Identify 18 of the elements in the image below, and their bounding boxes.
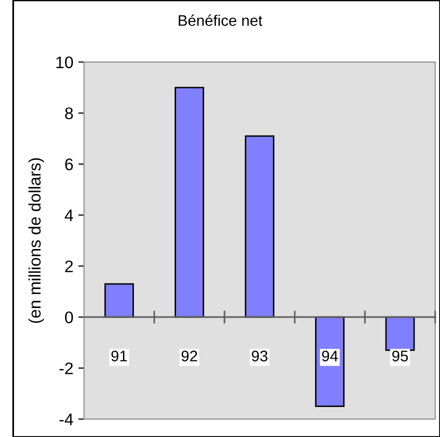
y-axis-title: (en millions de dollars) <box>28 158 44 323</box>
y-tick-label: 4 <box>64 210 74 222</box>
y-tick-label: -4 <box>60 414 74 426</box>
y-tick-label: 6 <box>65 158 73 170</box>
y-tick-label: 10 <box>56 56 73 68</box>
bar <box>174 86 204 318</box>
y-tick-label: 0 <box>65 311 73 324</box>
x-tick-label: 91 <box>111 350 127 362</box>
chart-title: Bénéfice net <box>178 14 262 26</box>
bar <box>244 135 274 318</box>
x-tick-label: 94 <box>322 350 338 362</box>
bar <box>104 283 134 318</box>
x-tick-label: 93 <box>252 350 268 362</box>
y-tick-label: 8 <box>65 107 73 120</box>
x-tick-label: 95 <box>392 350 408 362</box>
x-tick-label: 92 <box>182 350 198 362</box>
y-tick-label: 2 <box>65 260 73 272</box>
y-tick-label: -2 <box>60 362 73 374</box>
